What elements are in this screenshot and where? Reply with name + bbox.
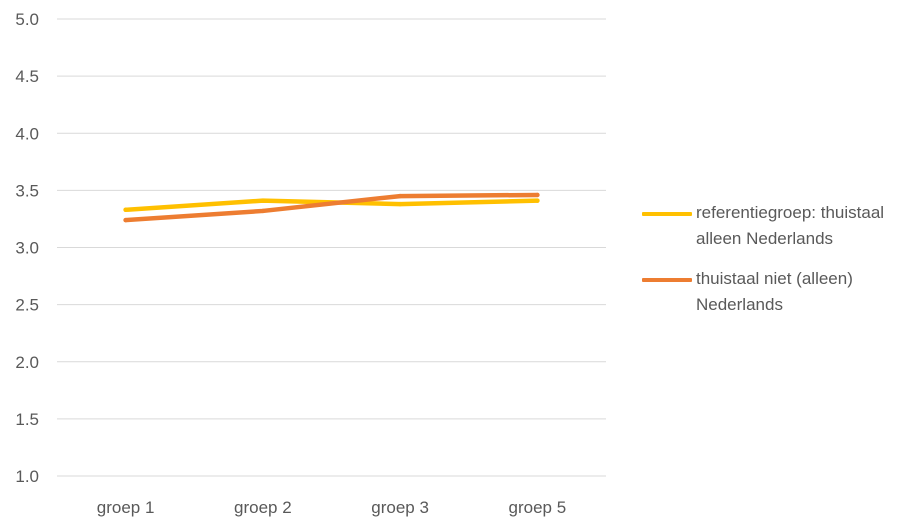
legend-label-line-2: Nederlands: [696, 295, 783, 314]
y-tick-label: 3.5: [15, 181, 39, 200]
legend: referentiegroep: thuistaal alleen Nederl…: [642, 200, 918, 332]
y-tick-label: 1.5: [15, 410, 39, 429]
y-tick-label: 2.5: [15, 296, 39, 315]
legend-label-line-1: referentiegroep: thuistaal: [696, 203, 885, 222]
x-tick-label: groep 2: [234, 498, 292, 517]
series-line-1: [123, 192, 540, 223]
legend-label-line-2: alleen Nederlands: [696, 229, 834, 248]
y-tick-label: 5.0: [15, 10, 39, 29]
data-point: [397, 193, 403, 199]
legend-label-line-1: thuistaal niet (alleen): [696, 269, 853, 288]
data-point: [123, 207, 128, 212]
x-tick-label: groep 1: [97, 498, 155, 517]
data-point: [260, 198, 266, 203]
series-lines: [123, 192, 540, 223]
y-tick-label: 2.0: [15, 353, 39, 372]
gridlines: [57, 18, 606, 477]
legend-swatch-referentiegroep: [642, 212, 692, 216]
x-tick-label: groep 3: [371, 498, 429, 517]
data-point: [260, 208, 266, 214]
legend-item-thuistaal-niet: thuistaal niet (alleen) Nederlands: [642, 266, 918, 318]
y-axis: 1.0 1.5 2.0 2.5 3.0 3.5 4.0 4.5 5.0: [15, 10, 39, 486]
data-point: [535, 198, 540, 203]
y-tick-label: 4.0: [15, 124, 39, 143]
x-tick-label: groep 5: [509, 498, 567, 517]
y-tick-label: 3.0: [15, 239, 39, 258]
data-point: [397, 201, 403, 207]
legend-swatch-thuistaal-niet: [642, 278, 692, 282]
y-tick-label: 1.0: [15, 467, 39, 486]
data-point: [123, 217, 128, 223]
legend-item-referentiegroep: referentiegroep: thuistaal alleen Nederl…: [642, 200, 918, 252]
x-axis: groep 1 groep 2 groep 3 groep 5: [97, 498, 566, 517]
y-tick-label: 4.5: [15, 67, 39, 86]
data-point: [535, 192, 540, 198]
